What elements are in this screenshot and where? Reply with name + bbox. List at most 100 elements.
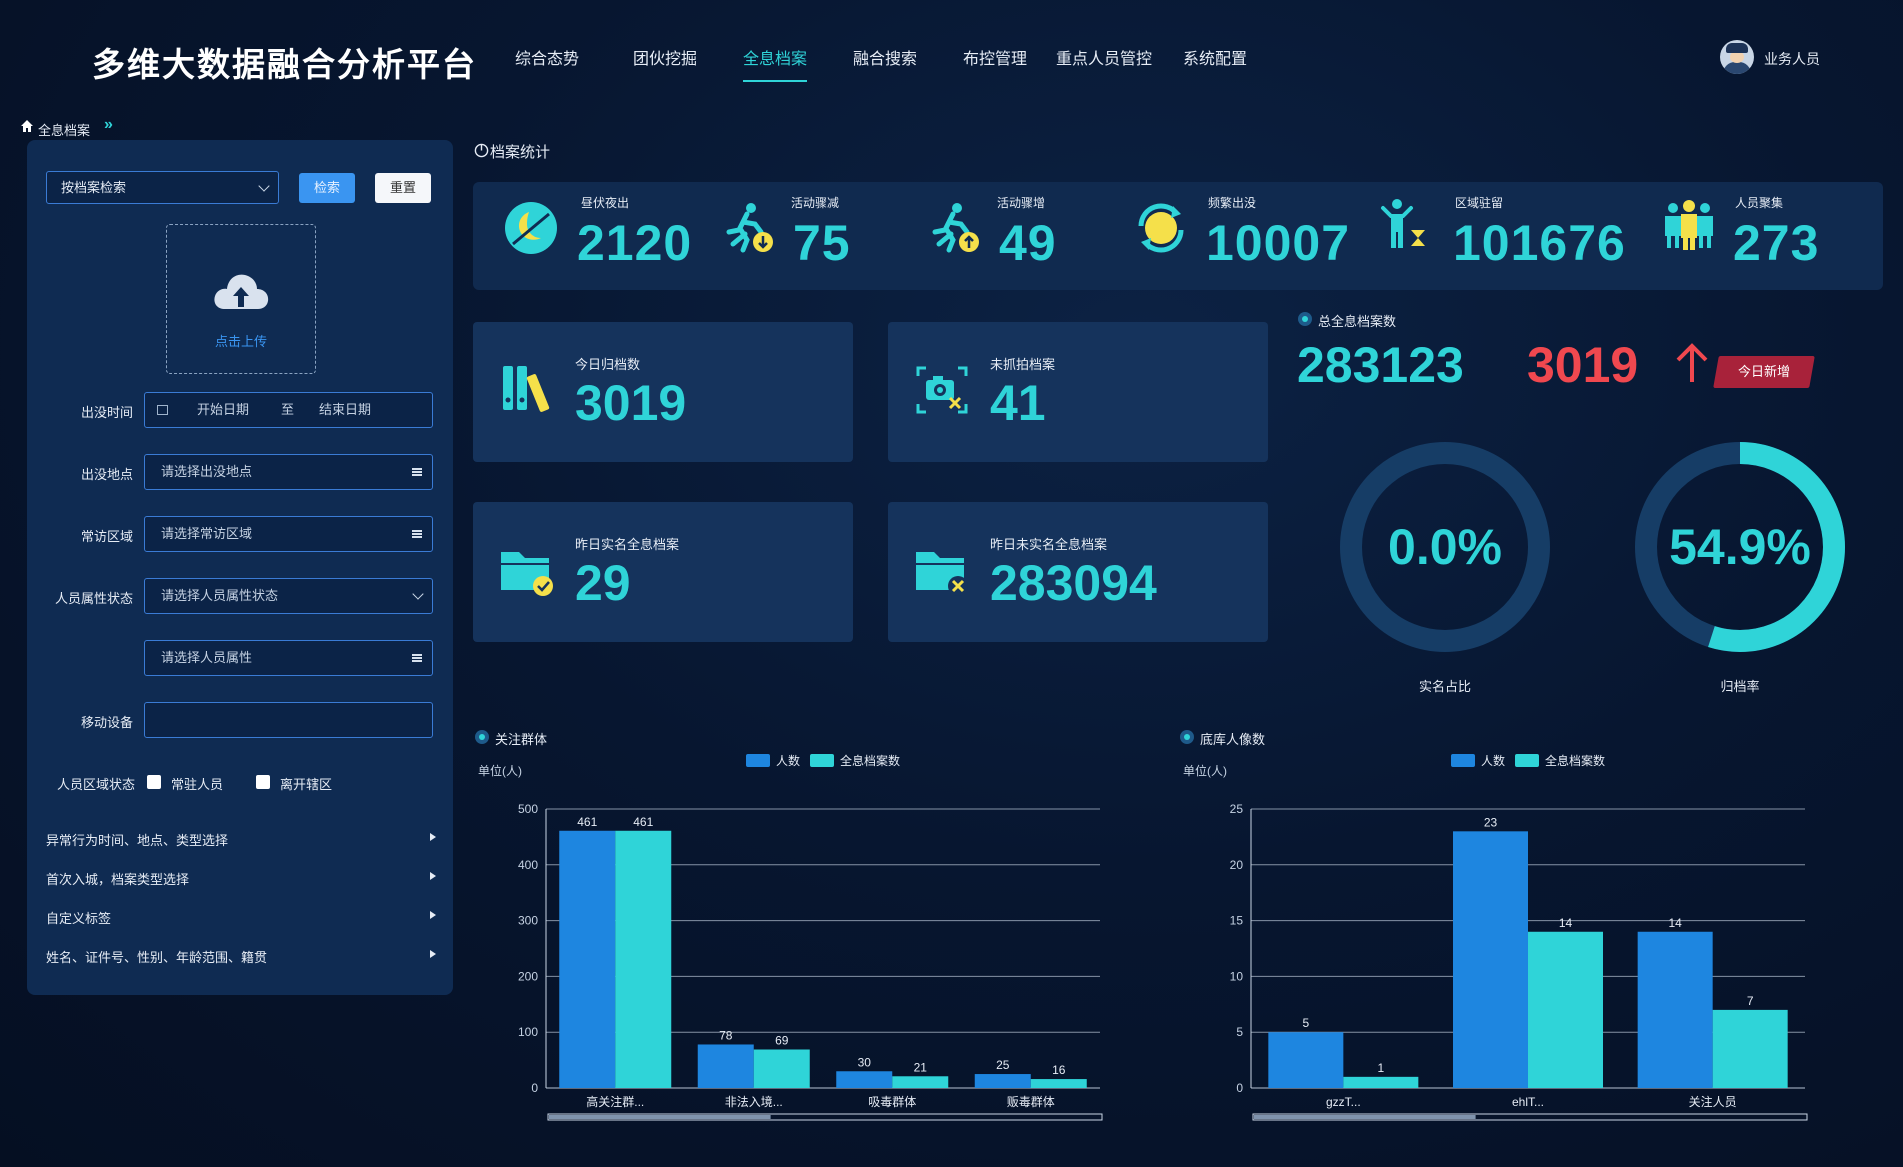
- card-value: 41: [990, 375, 1046, 431]
- reset-button[interactable]: 重置: [375, 173, 431, 203]
- y-tick-label: 20: [1230, 858, 1244, 872]
- collapse-label: 首次入城，档案类型选择: [46, 872, 190, 887]
- collapse-label: 异常行为时间、地点、类型选择: [46, 833, 229, 848]
- x-tick-label: ehlT...: [1512, 1095, 1544, 1109]
- bar-value-label: 461: [577, 815, 597, 829]
- nav-item-fusion-search[interactable]: 融合搜索: [853, 51, 918, 68]
- upload-area[interactable]: 点击上传: [166, 224, 316, 374]
- card-label: 昨日未实名全息档案: [990, 537, 1108, 552]
- nav-item-key-person-control[interactable]: 重点人员管控: [1056, 51, 1153, 68]
- search-type-select[interactable]: 按档案检索: [46, 171, 279, 204]
- bar: [1343, 1076, 1419, 1088]
- location-placeholder: 请选择出没地点: [161, 464, 253, 479]
- collapse-abnormal-behavior[interactable]: 异常行为时间、地点、类型选择: [46, 830, 436, 854]
- nav-item-control-management[interactable]: 布控管理: [963, 51, 1028, 68]
- chevron-down-icon: [412, 588, 424, 600]
- running-up-icon: [932, 203, 979, 253]
- attr-status-label: 人员属性状态: [54, 591, 133, 606]
- bar: [892, 1076, 949, 1088]
- chart-scrollbar-thumb: [549, 1115, 771, 1119]
- end-date-placeholder: 结束日期: [319, 402, 372, 417]
- donut-arc: [1635, 442, 1845, 652]
- bar-value-label: 21: [914, 1060, 928, 1074]
- nav-item-system-config[interactable]: 系统配置: [1183, 51, 1248, 68]
- target-dot-icon: [475, 730, 489, 744]
- stat-value: 273: [1733, 215, 1820, 271]
- legend-swatch-archives: [1515, 754, 1539, 767]
- y-tick-label: 0: [531, 1081, 538, 1095]
- chart-base-portraits: 0 5 10 15 20 25 5 1 gzzT... 23 14 ehlT... 14 7 关注人员: [1230, 802, 1808, 1121]
- device-input[interactable]: [144, 702, 433, 738]
- time-label: 出没时间: [80, 405, 133, 420]
- moon-icon: [505, 202, 557, 254]
- resident-checkbox[interactable]: [147, 775, 161, 789]
- bar: [1528, 931, 1603, 1088]
- running-down-icon: [726, 203, 773, 253]
- attr-status-placeholder: 请选择人员属性状态: [161, 588, 279, 603]
- collapse-custom-tags[interactable]: 自定义标签: [46, 908, 436, 932]
- location-select[interactable]: 请选择出没地点: [144, 454, 433, 490]
- x-tick-label: 关注人员: [1689, 1094, 1737, 1109]
- caret-right-icon: [430, 833, 436, 841]
- nav-item-overview[interactable]: 综合态势: [515, 51, 580, 68]
- card-label: 昨日实名全息档案: [575, 537, 680, 552]
- bar: [559, 830, 616, 1088]
- card-yesterday-realname: 昨日实名全息档案 29: [473, 502, 853, 642]
- y-tick-label: 0: [1236, 1081, 1243, 1095]
- caret-right-icon: [430, 872, 436, 880]
- chart-unit-label: 单位(人): [478, 764, 522, 778]
- person-hourglass-icon: [1381, 199, 1425, 248]
- card-label: 未抓拍档案: [990, 357, 1056, 372]
- search-button[interactable]: 检索: [299, 173, 355, 203]
- y-tick-label: 500: [518, 802, 538, 816]
- user-name: 业务人员: [1764, 51, 1820, 67]
- nav-item-gang-mining[interactable]: 团伙挖掘: [633, 51, 698, 68]
- bar-value-label: 16: [1052, 1063, 1066, 1077]
- x-tick-label: gzzT...: [1326, 1095, 1361, 1109]
- card-label: 今日归档数: [575, 357, 641, 372]
- stat-label: 活动骤增: [997, 196, 1046, 210]
- date-separator: 至: [281, 402, 295, 417]
- chevron-down-icon: [258, 180, 270, 192]
- area-select[interactable]: 请选择常访区域: [144, 516, 433, 552]
- refresh-cycle-icon: [1138, 203, 1184, 253]
- attr-status-select[interactable]: 请选择人员属性状态: [144, 578, 433, 614]
- nav-item-holographic-archive[interactable]: 全息档案: [743, 44, 808, 82]
- total-archive-title: 总全息档案数: [1298, 311, 1396, 330]
- home-icon[interactable]: [20, 119, 34, 133]
- collapse-label: 自定义标签: [46, 911, 112, 926]
- collapse-first-entry[interactable]: 首次入城，档案类型选择: [46, 869, 436, 893]
- bar: [1268, 1032, 1344, 1088]
- group-people-icon: [1665, 200, 1713, 250]
- location-label: 出没地点: [80, 467, 133, 482]
- y-tick-label: 200: [518, 969, 538, 983]
- device-label: 移动设备: [80, 715, 133, 730]
- double-chevron-right-icon[interactable]: »: [104, 116, 113, 133]
- chart-base-portraits-title: 底库人像数: [1180, 729, 1265, 748]
- bar-value-label: 78: [719, 1028, 733, 1042]
- y-tick-label: 10: [1230, 969, 1244, 983]
- legend-swatch-archives: [810, 754, 834, 767]
- target-dot-icon: [1180, 730, 1194, 744]
- y-tick-label: 15: [1230, 914, 1244, 928]
- menu-list-icon: [412, 654, 422, 662]
- breadcrumb-label: 全息档案: [38, 123, 91, 138]
- chart-focus-groups-title: 关注群体: [475, 729, 547, 748]
- app-title: 多维大数据融合分析平台: [92, 46, 477, 83]
- menu-list-icon: [412, 468, 422, 476]
- collapse-label: 姓名、证件号、性别、年龄范围、籍贯: [46, 950, 268, 965]
- date-range-input[interactable]: 开始日期 至 结束日期: [144, 392, 433, 428]
- bar: [1712, 1009, 1788, 1088]
- region-status-label: 人员区域状态: [56, 777, 135, 792]
- card-value: 283094: [990, 555, 1157, 611]
- police-avatar-icon: [1720, 40, 1754, 74]
- left-area-checkbox[interactable]: [256, 775, 270, 789]
- legend-label: 全息档案数: [1545, 754, 1606, 768]
- attr-select[interactable]: 请选择人员属性: [144, 640, 433, 676]
- start-date-placeholder: 开始日期: [197, 402, 250, 417]
- folder-x-icon: [916, 552, 968, 596]
- caret-right-icon: [430, 950, 436, 958]
- bar-value-label: 69: [775, 1033, 789, 1047]
- x-tick-label: 贩毒群体: [1007, 1095, 1055, 1109]
- collapse-identity-filters[interactable]: 姓名、证件号、性别、年龄范围、籍贯: [46, 947, 436, 971]
